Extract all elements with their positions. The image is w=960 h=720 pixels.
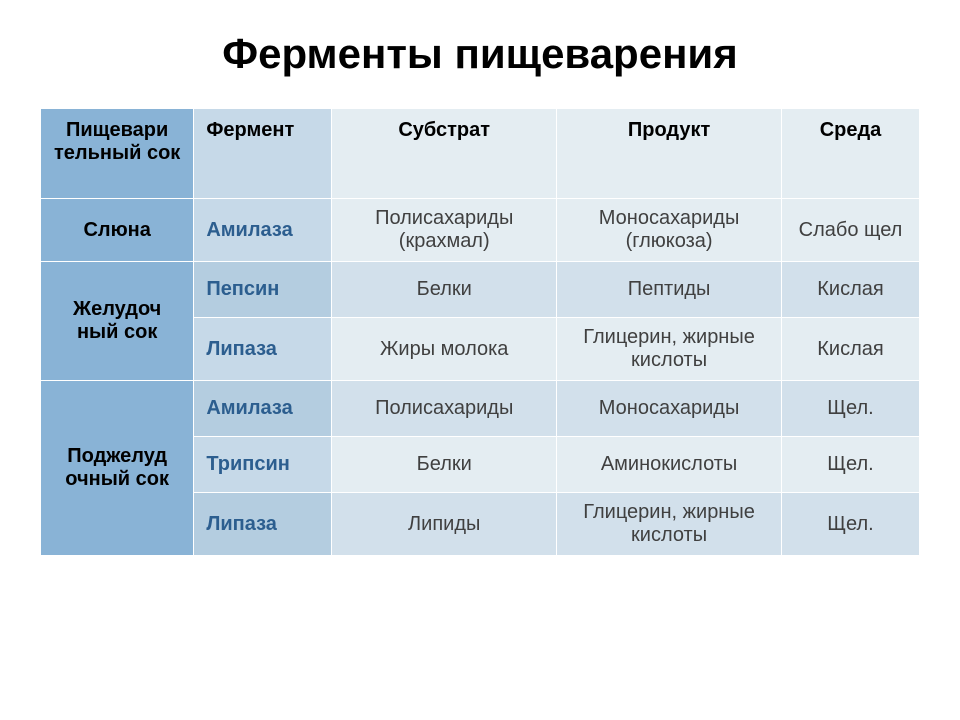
header-enzyme: Фермент	[194, 109, 332, 199]
table-row: Желудочный сок Пепсин Белки Пептиды Кисл…	[41, 262, 920, 318]
header-substrate: Субстрат	[332, 109, 557, 199]
header-row: Пищеварительный сок Фермент Субстрат Про…	[41, 109, 920, 199]
substrate-cell: Полисахариды (крахмал)	[332, 199, 557, 262]
enzyme-cell: Липаза	[194, 318, 332, 381]
enzymes-table: Пищеварительный сок Фермент Субстрат Про…	[40, 108, 920, 556]
table-row: Поджелудочный сок Амилаза Полисахариды М…	[41, 381, 920, 437]
enzyme-cell: Амилаза	[194, 381, 332, 437]
enzyme-cell: Пепсин	[194, 262, 332, 318]
substrate-cell: Липиды	[332, 493, 557, 556]
juice-cell-slyuna: Слюна	[41, 199, 194, 262]
juice-cell-podzheludochny: Поджелудочный сок	[41, 381, 194, 556]
enzyme-cell: Трипсин	[194, 437, 332, 493]
enzyme-cell: Липаза	[194, 493, 332, 556]
environment-cell: Щел.	[782, 381, 920, 437]
environment-cell: Щел.	[782, 437, 920, 493]
product-cell: Глицерин, жирные кислоты	[557, 318, 782, 381]
product-cell: Моносахариды (глюкоза)	[557, 199, 782, 262]
environment-cell: Щел.	[782, 493, 920, 556]
enzyme-cell: Амилаза	[194, 199, 332, 262]
substrate-cell: Белки	[332, 262, 557, 318]
page-title: Ферменты пищеварения	[222, 30, 738, 78]
product-cell: Пептиды	[557, 262, 782, 318]
product-cell: Моносахариды	[557, 381, 782, 437]
juice-cell-zheludochny: Желудочный сок	[41, 262, 194, 381]
header-product: Продукт	[557, 109, 782, 199]
environment-cell: Слабо щел	[782, 199, 920, 262]
product-cell: Аминокислоты	[557, 437, 782, 493]
environment-cell: Кислая	[782, 318, 920, 381]
header-environment: Среда	[782, 109, 920, 199]
product-cell: Глицерин, жирные кислоты	[557, 493, 782, 556]
header-juice: Пищеварительный сок	[41, 109, 194, 199]
table-row: Слюна Амилаза Полисахариды (крахмал) Мон…	[41, 199, 920, 262]
substrate-cell: Полисахариды	[332, 381, 557, 437]
substrate-cell: Белки	[332, 437, 557, 493]
environment-cell: Кислая	[782, 262, 920, 318]
substrate-cell: Жиры молока	[332, 318, 557, 381]
